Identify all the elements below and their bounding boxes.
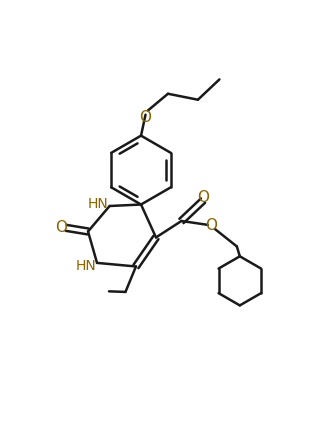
Text: O: O <box>205 218 217 233</box>
Text: O: O <box>55 220 67 235</box>
Text: O: O <box>139 109 152 125</box>
Text: O: O <box>197 189 210 205</box>
Text: HN: HN <box>75 259 96 273</box>
Text: HN: HN <box>88 197 109 210</box>
